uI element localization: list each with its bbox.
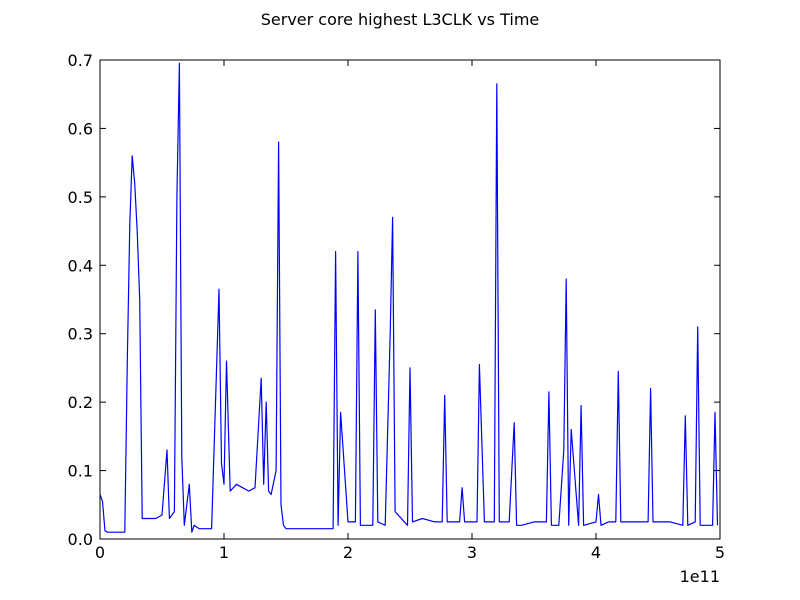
x-tick-label: 0	[95, 543, 105, 562]
x-axis-offset-label: 1e11	[680, 567, 720, 586]
chart-title: Server core highest L3CLK vs Time	[261, 10, 540, 29]
y-tick-label: 0.6	[68, 119, 93, 138]
y-tick-label: 0.5	[68, 188, 93, 207]
x-tick-label: 1	[219, 543, 229, 562]
x-tick-label: 2	[343, 543, 353, 562]
series-line-group	[99, 62, 719, 533]
y-tick-label: 0.7	[68, 51, 93, 70]
y-axis: 0.0 0.1 0.2 0.3 0.4 0.5 0.6 0.7	[68, 51, 720, 549]
series-line-0	[99, 62, 719, 533]
x-tick-label: 3	[467, 543, 477, 562]
x-tick-label: 4	[591, 543, 601, 562]
x-axis: 0 1 2 3 4 5	[95, 60, 725, 562]
y-tick-label: 0.3	[68, 325, 93, 344]
y-tick-label: 0.1	[68, 462, 93, 481]
y-tick-label: 0.2	[68, 393, 93, 412]
y-tick-label: 0.0	[68, 530, 93, 549]
x-tick-label: 5	[715, 543, 725, 562]
y-tick-label: 0.4	[68, 256, 93, 275]
plot-frame	[99, 59, 721, 540]
